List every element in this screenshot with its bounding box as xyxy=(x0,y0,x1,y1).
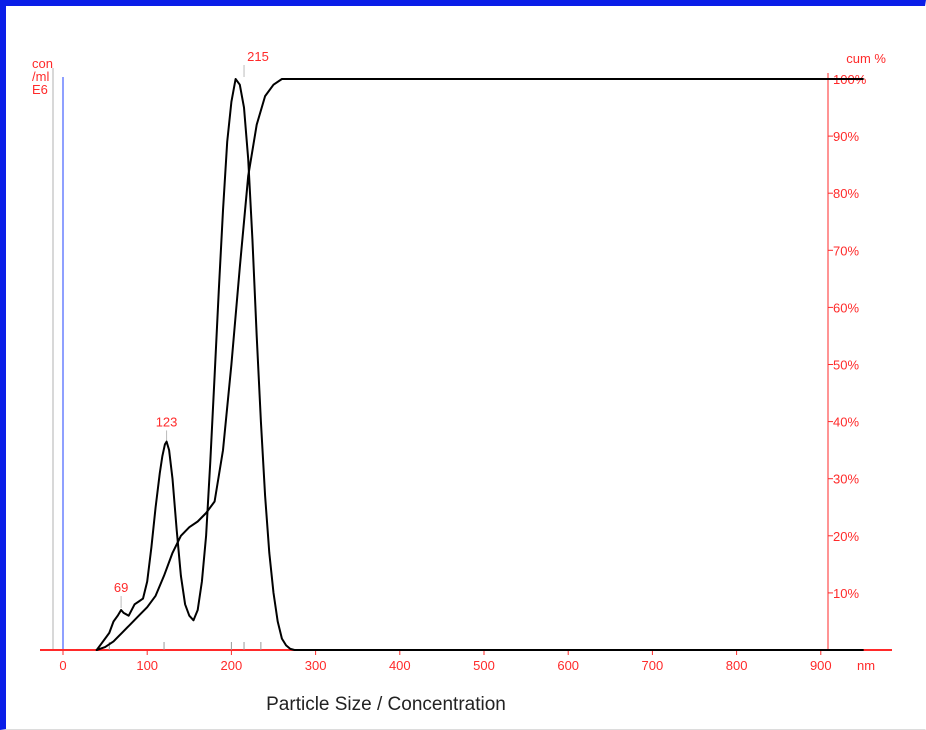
labels-group: con/ml E6 cum % nm Particle Size / Concen… xyxy=(32,51,886,715)
y2-tick-label: 90% xyxy=(833,129,859,144)
x-tick-label: 400 xyxy=(389,658,411,673)
y-axis-label-line: E6 xyxy=(32,82,48,97)
x-tick-label: 300 xyxy=(305,658,327,673)
y-axis-label-line: con xyxy=(32,56,53,71)
x-tick-label: 900 xyxy=(810,658,832,673)
y-axis-label: con/ml E6 xyxy=(32,56,53,97)
y2-tick-label: 80% xyxy=(833,186,859,201)
x-axis-unit-label: nm xyxy=(857,658,875,673)
y2-tick-label: 60% xyxy=(833,300,859,315)
x-ticks-group: 0 100 200 300 400 500 600 700 800 900 xyxy=(59,650,832,673)
x-tick-label: 100 xyxy=(136,658,158,673)
x-tick-label: 700 xyxy=(642,658,664,673)
y2-tick-label: 30% xyxy=(833,472,859,487)
x-tick-label: 500 xyxy=(473,658,495,673)
y2-tick-label: 20% xyxy=(833,529,859,544)
y2-tick-label: 70% xyxy=(833,243,859,258)
y2-ticks-group: 10%20%30%40%50%60%70%80%90%100% xyxy=(828,72,867,601)
y-axis-label-line: /ml xyxy=(32,69,49,84)
peak-label: 123 xyxy=(156,414,178,429)
particle-size-chart: 0 100 200 300 400 500 600 700 800 900 10% 20% 30% 40… xyxy=(32,49,892,715)
y2-axis-label: cum % xyxy=(846,51,886,66)
x-tick-label: 0 xyxy=(59,658,66,673)
x-tick-label: 200 xyxy=(221,658,243,673)
curves-group xyxy=(95,78,864,651)
x-tick-label: 600 xyxy=(557,658,579,673)
chart-title: Particle Size / Concentration xyxy=(266,694,506,715)
x-tick-label: 800 xyxy=(726,658,748,673)
cumulative-curve xyxy=(95,78,864,651)
y2-tick-label: 50% xyxy=(833,358,859,373)
peak-label: 215 xyxy=(247,49,269,64)
y2-tick-label: 10% xyxy=(833,586,859,601)
y2-tick-label: 40% xyxy=(833,415,859,430)
concentration-curve xyxy=(95,78,864,651)
peak-label: 69 xyxy=(114,580,128,595)
peak-markers-group: 69 123 215 xyxy=(108,49,269,650)
